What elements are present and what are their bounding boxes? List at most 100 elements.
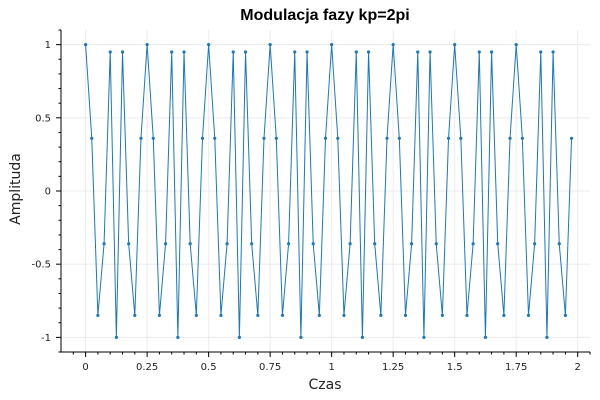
data-point <box>293 50 297 54</box>
x-tick-label: 1.75 <box>505 362 527 373</box>
x-tick-label: 2 <box>575 362 581 373</box>
data-point <box>250 242 254 246</box>
x-tick-label: 1 <box>328 362 334 373</box>
series-line <box>85 44 573 338</box>
data-point <box>483 335 488 339</box>
data-point <box>90 136 94 140</box>
y-tick-label: 0 <box>45 187 51 198</box>
data-point <box>569 136 574 140</box>
data-point <box>262 136 266 140</box>
data-point <box>151 136 155 140</box>
data-point <box>533 242 537 246</box>
y-axis-label: Amplituda <box>8 153 24 225</box>
data-point <box>84 43 88 47</box>
data-point <box>539 50 543 54</box>
data-point <box>422 335 426 339</box>
data-point <box>256 313 260 318</box>
ticks: 0 0.25 0.5 0.75 1 1.25 1.5 1.75 2 -1 -0.5 0 0.5 1 <box>31 29 591 373</box>
data-point <box>366 50 371 54</box>
y-tick-label: 1 <box>45 40 51 51</box>
data-point <box>508 136 512 140</box>
x-tick-label: 1.5 <box>447 362 463 373</box>
x-tick-label: 0 <box>82 362 88 373</box>
data-point <box>360 335 365 339</box>
x-tick-label: 0.75 <box>259 362 281 373</box>
data-point <box>453 43 457 47</box>
x-axis-label: Czas <box>309 377 342 393</box>
data-point <box>520 136 524 140</box>
series-layer <box>84 43 574 339</box>
data-point <box>145 43 149 47</box>
data-point <box>403 313 408 318</box>
data-point <box>391 43 395 47</box>
data-point <box>545 335 549 339</box>
x-tick-label: 1.25 <box>382 362 404 373</box>
y-tick-label: 0.5 <box>35 113 51 124</box>
data-point <box>379 313 383 318</box>
data-point <box>170 50 174 54</box>
data-point <box>133 313 137 318</box>
data-point <box>496 242 500 246</box>
data-point <box>397 136 401 140</box>
data-point <box>348 242 352 246</box>
data-point <box>207 43 211 47</box>
data-point <box>108 50 112 54</box>
data-point <box>182 50 186 54</box>
data-point <box>305 50 309 54</box>
data-point <box>280 313 285 318</box>
data-point <box>139 136 143 140</box>
data-point <box>163 242 168 246</box>
data-point <box>465 313 469 318</box>
grid <box>61 30 590 352</box>
data-point <box>489 50 494 54</box>
data-point <box>373 242 377 246</box>
data-point <box>440 313 444 318</box>
data-point <box>557 242 561 246</box>
data-point <box>385 136 389 140</box>
data-point <box>434 242 438 246</box>
data-point <box>157 313 162 318</box>
data-point <box>114 335 118 339</box>
data-point <box>96 313 100 318</box>
data-point <box>243 50 248 54</box>
data-point <box>502 313 506 318</box>
data-point <box>317 313 321 318</box>
x-tick-label: 0.25 <box>136 362 158 373</box>
data-point <box>286 242 291 246</box>
data-point <box>176 335 180 339</box>
data-point <box>514 43 518 47</box>
data-point <box>194 313 198 318</box>
data-point <box>299 335 303 339</box>
data-point <box>459 136 463 140</box>
data-point <box>268 43 272 47</box>
data-point <box>336 136 340 140</box>
data-point <box>188 242 192 246</box>
data-point <box>477 50 481 54</box>
data-point <box>200 136 205 140</box>
data-point <box>428 50 432 54</box>
y-tick-label: -1 <box>41 333 51 344</box>
data-point <box>354 50 358 54</box>
data-point <box>219 313 223 318</box>
data-point <box>526 313 531 318</box>
data-point <box>231 50 235 54</box>
chart-title: Modulacja fazy kp=2pi <box>240 7 409 24</box>
data-point <box>127 242 131 246</box>
data-point <box>410 242 414 246</box>
x-tick-label: 0.5 <box>201 362 217 373</box>
data-point <box>330 43 334 47</box>
data-point <box>274 136 278 140</box>
data-point <box>342 313 346 318</box>
y-tick-label: -0.5 <box>31 260 51 271</box>
data-point <box>102 242 106 246</box>
data-point <box>416 50 420 54</box>
data-point <box>551 50 555 54</box>
data-point <box>225 242 229 246</box>
data-point <box>563 313 567 318</box>
data-point <box>323 136 328 140</box>
data-point <box>120 50 125 54</box>
data-point <box>446 136 451 140</box>
data-point <box>213 136 217 140</box>
